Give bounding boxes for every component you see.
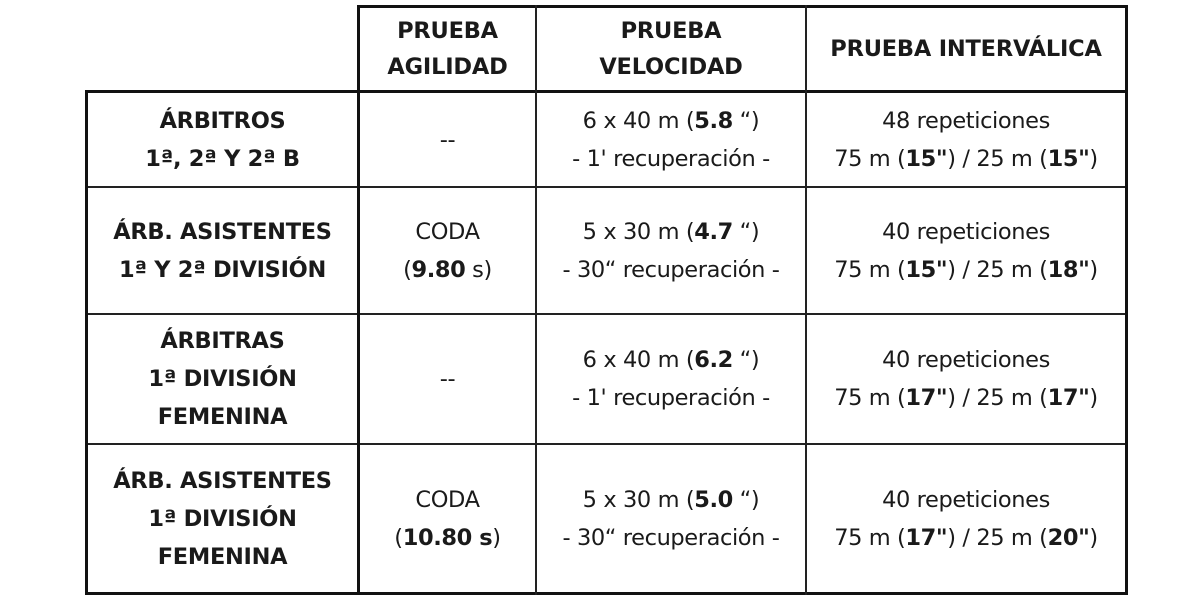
col-divider [357, 5, 360, 595]
row-label-line: FEMENINA [157, 543, 288, 570]
row-label-line: 1ª DIVISIÓN [148, 505, 297, 532]
velocidad-cell: 6 x 40 m (5.8 “) - 1' recuperación - [537, 93, 805, 186]
row-label-line: 1ª DIVISIÓN [148, 366, 297, 392]
row-label-line: 1ª Y 2ª DIVISIÓN [118, 256, 327, 283]
intervalica-times: 75 m (17") / 25 m (17") [834, 385, 1098, 411]
agilidad-time: (9.80 s) [403, 256, 492, 283]
intervalica-reps: 48 repeticiones [882, 107, 1050, 134]
row-label-asistentes-femenina: ÁRB. ASISTENTES 1ª DIVISIÓN FEMENINA [88, 445, 357, 592]
velocidad-recovery: - 30“ recuperación - [562, 256, 780, 283]
agilidad-test: CODA [415, 486, 480, 513]
intervalica-times: 75 m (17") / 25 m (20") [834, 524, 1098, 551]
agilidad-cell: CODA (10.80 s) [360, 445, 535, 592]
row-label-arbitros: ÁRBITROS 1ª, 2ª Y 2ª B [88, 93, 357, 186]
agilidad-cell: CODA (9.80 s) [360, 188, 535, 313]
table-border-bottom [85, 592, 1128, 595]
row-label-asistentes: ÁRB. ASISTENTES 1ª Y 2ª DIVISIÓN [88, 188, 357, 313]
intervalica-reps: 40 repeticiones [882, 486, 1050, 513]
row-label-line: 1ª, 2ª Y 2ª B [145, 145, 300, 172]
row-label-line: FEMENINA [157, 404, 288, 430]
velocidad-recovery: - 1' recuperación - [572, 385, 770, 411]
intervalica-times: 75 m (15") / 25 m (15") [834, 145, 1098, 172]
intervalica-cell: 40 repeticiones 75 m (15") / 25 m (18") [807, 188, 1125, 313]
header-line: AGILIDAD [387, 54, 508, 80]
velocidad-cell: 5 x 30 m (4.7 “) - 30“ recuperación - [537, 188, 805, 313]
intervalica-cell: 40 repeticiones 75 m (17") / 25 m (17") [807, 315, 1125, 443]
header-line: VELOCIDAD [599, 54, 743, 80]
velocidad-distance: 5 x 30 m (5.0 “) [582, 486, 760, 513]
agilidad-cell: -- [360, 93, 535, 186]
header-line: PRUEBA [620, 18, 722, 44]
velocidad-distance: 6 x 40 m (6.2 “) [582, 347, 760, 373]
velocidad-distance: 5 x 30 m (4.7 “) [582, 218, 760, 245]
table-border-right [1125, 5, 1128, 595]
agilidad-test: CODA [415, 218, 480, 245]
intervalica-reps: 40 repeticiones [882, 218, 1050, 245]
agilidad-value: -- [439, 126, 456, 153]
row-divider [85, 186, 1128, 188]
header-line: PRUEBA INTERVÁLICA [830, 36, 1102, 62]
agilidad-cell: -- [360, 315, 535, 443]
header-velocidad: PRUEBA VELOCIDAD [537, 8, 805, 90]
header-line: PRUEBA [397, 18, 498, 44]
row-label-line: ÁRBITROS [159, 107, 286, 134]
col-divider [805, 5, 807, 595]
velocidad-cell: 5 x 30 m (5.0 “) - 30“ recuperación - [537, 445, 805, 592]
col-divider [535, 5, 537, 595]
velocidad-cell: 6 x 40 m (6.2 “) - 1' recuperación - [537, 315, 805, 443]
intervalica-cell: 48 repeticiones 75 m (15") / 25 m (15") [807, 93, 1125, 186]
velocidad-recovery: - 30“ recuperación - [562, 524, 780, 551]
agilidad-time: (10.80 s) [394, 524, 501, 551]
intervalica-times: 75 m (15") / 25 m (18") [834, 256, 1098, 283]
row-label-line: ÁRB. ASISTENTES [113, 218, 332, 245]
row-label-line: ÁRBITRAS [160, 328, 285, 354]
row-label-line: ÁRB. ASISTENTES [113, 467, 332, 494]
intervalica-reps: 40 repeticiones [882, 347, 1050, 373]
header-bottom-border [85, 90, 1128, 93]
row-divider [85, 313, 1128, 315]
velocidad-distance: 6 x 40 m (5.8 “) [582, 107, 760, 134]
table-border-left [85, 90, 88, 595]
header-agilidad: PRUEBA AGILIDAD [360, 8, 535, 90]
row-label-arbitras: ÁRBITRAS 1ª DIVISIÓN FEMENINA [88, 315, 357, 443]
header-intervalica: PRUEBA INTERVÁLICA [807, 8, 1125, 90]
table-border-top [357, 5, 1128, 8]
intervalica-cell: 40 repeticiones 75 m (17") / 25 m (20") [807, 445, 1125, 592]
row-divider [85, 443, 1128, 445]
agilidad-value: -- [439, 366, 456, 392]
velocidad-recovery: - 1' recuperación - [572, 145, 770, 172]
